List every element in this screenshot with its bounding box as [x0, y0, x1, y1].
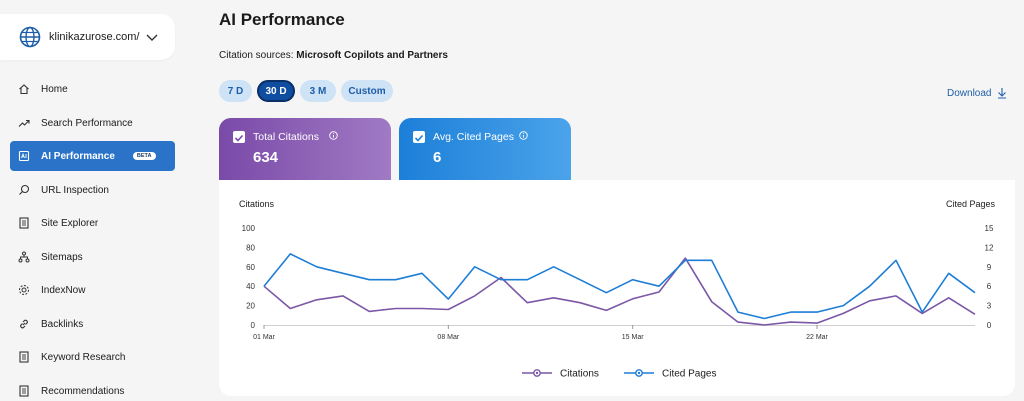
sources-label: Citation sources: [219, 50, 294, 61]
avg-cited-pages-card[interactable]: Avg. Cited Pages 6 [399, 118, 571, 180]
period-7d-button[interactable]: 7 D [219, 80, 252, 102]
sidebar-item-sitemaps[interactable]: Sitemaps [10, 242, 175, 272]
sidebar-item-label: IndexNow [41, 284, 86, 296]
sources-value: Microsoft Copilots and Partners [296, 50, 448, 61]
y-tick-left: 80 [246, 243, 255, 252]
total-citations-card[interactable]: Total Citations 634 [219, 118, 391, 180]
y-tick-right: 9 [987, 263, 992, 272]
y-tick-right: 6 [987, 282, 992, 291]
link-icon [20, 319, 28, 329]
y-tick-left: 100 [242, 224, 256, 233]
sidebar-item-label: Recommendations [41, 385, 125, 397]
chart-panel: Citations Cited Pages 0 20 40 60 80 100 0 3 6 9 12 15… [219, 180, 1015, 396]
document-icon [19, 217, 29, 229]
globe-icon [19, 26, 41, 48]
x-tick-label: 22 Mar [806, 334, 828, 341]
sidebar-item-recommendations[interactable]: Recommendations [10, 376, 175, 401]
y-tick-right: 12 [985, 243, 994, 252]
y-tick-left: 0 [251, 321, 256, 330]
home-icon [19, 84, 29, 95]
y-tick-left: 20 [246, 302, 255, 311]
sidebar-item-url-inspection[interactable]: URL Inspection [10, 175, 175, 205]
search-icon [19, 184, 30, 195]
beta-badge: BETA [132, 152, 156, 160]
period-3m-button[interactable]: 3 M [300, 80, 336, 102]
legend-label: Cited Pages [662, 369, 716, 380]
sidebar-item-label: AI Performance [41, 150, 115, 162]
ai-icon [18, 150, 30, 162]
period-30d-button[interactable]: 30 D [257, 80, 295, 102]
download-label: Download [947, 87, 992, 99]
legend-swatch-dot [535, 371, 539, 375]
document-icon [19, 351, 29, 363]
legend-swatch-dot [637, 371, 641, 375]
y-tick-right: 15 [985, 224, 994, 233]
line-chart: Citations Cited Pages 0 20 40 60 80 100 0 3 6 9 12 15… [239, 199, 996, 380]
site-name: klinikazurose.com/ [49, 31, 140, 43]
series-line-citations [263, 257, 976, 326]
sidebar-item-label: Site Explorer [41, 217, 99, 229]
sidebar-item-search-performance[interactable]: Search Performance [10, 108, 175, 138]
sidebar-item-label: Home [41, 83, 68, 95]
card-value: 634 [253, 149, 279, 166]
sidebar-item-site-explorer[interactable]: Site Explorer [10, 208, 175, 238]
y-axis-right-title: Cited Pages [946, 199, 996, 209]
sidebar-item-ai-performance[interactable]: AI Performance BETA [10, 141, 175, 171]
checkbox[interactable] [233, 131, 245, 143]
y-tick-right: 0 [987, 321, 992, 330]
sitemap-icon [18, 251, 30, 263]
sidebar-item-backlinks[interactable]: Backlinks [10, 309, 175, 339]
card-value: 6 [433, 149, 442, 166]
y-tick-right: 3 [987, 302, 992, 311]
period-custom-button[interactable]: Custom [341, 80, 393, 102]
chevron-down-icon[interactable] [146, 31, 158, 43]
sidebar-item-keyword-research[interactable]: Keyword Research [10, 342, 175, 372]
sidebar-item-label: Backlinks [41, 318, 84, 330]
x-tick-label: 01 Mar [253, 334, 275, 341]
sidebar-item-label: Keyword Research [41, 351, 126, 363]
y-tick-left: 60 [246, 263, 255, 272]
sidebar-item-label: Search Performance [41, 117, 133, 129]
checkbox[interactable] [413, 131, 425, 143]
y-tick-left: 40 [246, 282, 255, 291]
check-icon [414, 134, 424, 142]
download-icon [998, 88, 1007, 99]
sidebar-item-label: Sitemaps [41, 251, 83, 263]
card-label: Total Citations [253, 131, 319, 143]
site-selector[interactable]: klinikazurose.com/ [0, 14, 175, 60]
document-icon [19, 385, 29, 397]
x-tick-label: 15 Mar [622, 334, 644, 341]
page-title: AI Performance [219, 10, 345, 29]
legend-label: Citations [560, 369, 599, 380]
sidebar-item-home[interactable]: Home [10, 74, 175, 104]
card-label: Avg. Cited Pages [433, 131, 514, 143]
y-axis-left-title: Citations [239, 199, 275, 209]
citation-sources: Citation sources: Microsoft Copilots and… [219, 50, 448, 61]
gear-icon [19, 285, 29, 295]
check-icon [234, 134, 244, 142]
sidebar-item-indexnow[interactable]: IndexNow [10, 275, 175, 305]
download-button[interactable]: Download [947, 87, 1007, 99]
sidebar-item-label: URL Inspection [41, 184, 109, 196]
info-icon[interactable] [519, 131, 528, 140]
x-tick-label: 08 Mar [437, 334, 459, 341]
trending-icon [18, 119, 30, 127]
series-line-cited-pages [263, 253, 976, 320]
info-icon[interactable] [329, 131, 338, 140]
